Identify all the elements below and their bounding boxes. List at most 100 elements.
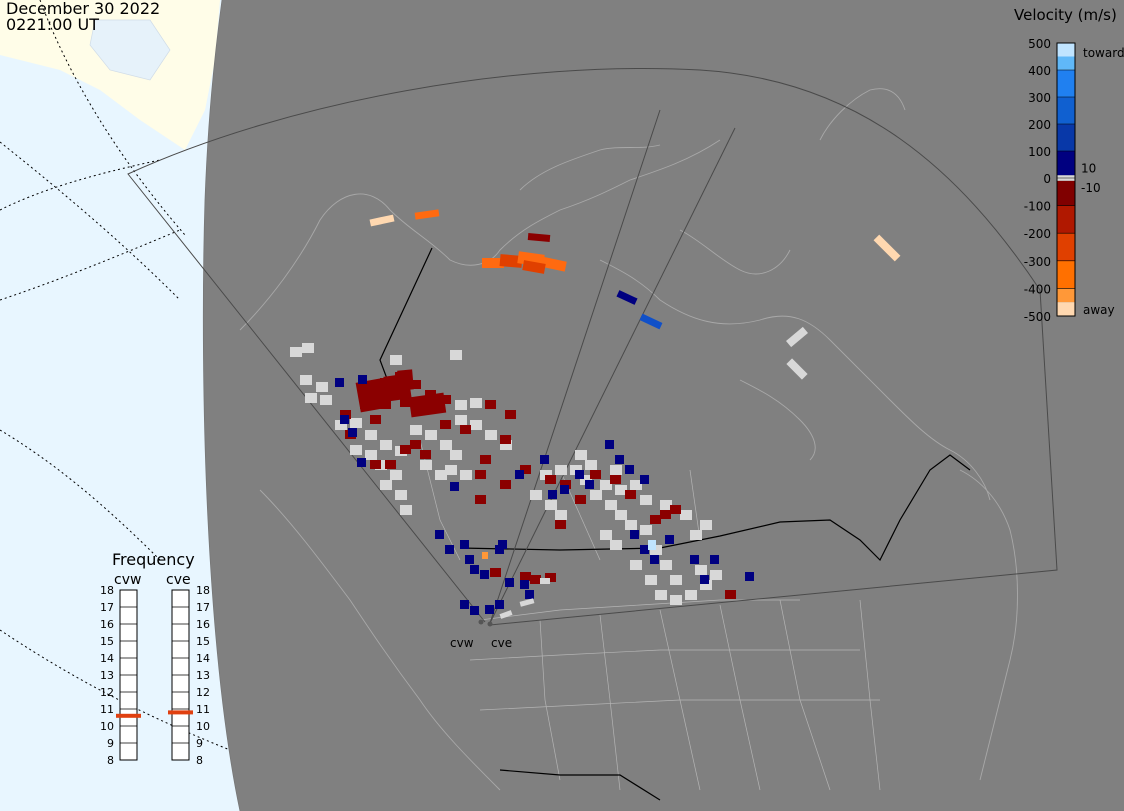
frequency-scale-label: 15 [100,635,114,648]
velocity-cell [498,540,507,549]
frequency-scale-label: 17 [100,601,114,614]
colorbar-toward-label: toward [1083,46,1124,60]
velocity-cell [357,458,366,467]
frequency-title: Frequency [112,550,195,569]
velocity-cell [680,510,692,520]
velocity-cell [435,470,447,480]
velocity-cell [685,590,697,600]
velocity-cell [420,460,432,470]
colorbar-tick-label: 100 [1028,145,1051,159]
frequency-scale-label: 11 [100,703,114,716]
velocity-cell [555,465,567,475]
velocity-cell [470,420,482,430]
radar-site-label-cve: cve [491,636,512,650]
velocity-cell [485,430,497,440]
velocity-cell [660,500,672,510]
velocity-cell [500,440,512,450]
velocity-cell [435,530,444,539]
frequency-scale-label: 12 [196,686,210,699]
velocity-cell [555,520,566,529]
velocity-cell [630,560,642,570]
frequency-panel: cvw cve 8 8 9 9 10 10 11 11 12 12 13 13 14 14 15 15 16 16 17… [100,572,210,767]
velocity-cell [725,590,736,599]
velocity-cell [610,475,621,484]
velocity-cell [482,552,488,559]
velocity-cell [530,490,542,500]
colorbar-toward-segment [1057,43,1075,57]
velocity-cell [369,214,395,227]
velocity-cell [575,495,586,504]
velocity-cell [700,520,712,530]
velocity-cell [745,572,754,581]
velocity-cell [700,575,709,584]
velocity-cell [340,410,351,419]
colorbar-away-segment [1057,233,1075,261]
velocity-cell [290,347,302,357]
velocity-cell [335,420,347,430]
colorbar-tick-label: 200 [1028,118,1051,132]
velocity-cell [519,598,535,607]
frequency-scale-label: 14 [100,652,114,665]
velocity-cell [540,455,549,464]
frequency-scale-label: 11 [196,703,210,716]
velocity-cell [600,480,612,490]
velocity-cell [545,573,556,582]
frequency-scale-label: 10 [100,720,114,733]
velocity-cell [625,490,636,499]
velocity-cell [640,475,649,484]
frequency-scale-label: 14 [196,652,210,665]
velocity-cell [670,575,682,585]
velocity-cell [455,415,467,425]
velocity-cell [316,382,328,392]
velocity-cell [650,555,659,564]
velocity-cell [555,510,567,520]
velocity-cell [640,545,649,554]
velocity-cell [480,455,491,464]
velocity-cells [290,209,901,619]
velocity-cell [370,460,381,469]
velocity-cell [400,445,411,454]
frequency-radar-name: cve [166,572,191,588]
velocity-cell [639,313,663,330]
velocity-cell [700,580,712,590]
frequency-scale-label: 9 [107,737,114,750]
colorbar-toward-segment [1057,56,1075,70]
velocity-cell [690,530,702,540]
colorbar-tick-label: -500 [1024,310,1051,324]
velocity-cell [400,398,411,407]
velocity-cell [648,540,656,550]
velocity-cell [450,450,462,460]
velocity-colorbar: 500 400 300 200 100 0 -100 -200 -300 -400 -500 10 -1… [1024,37,1124,324]
velocity-cell [450,482,459,491]
velocity-cell [710,555,719,564]
velocity-cell [640,525,652,535]
colorbar-tick-label: -400 [1024,282,1051,296]
velocity-cell [425,430,437,440]
velocity-cell [305,393,317,403]
frequency-marker-cve [168,710,193,715]
velocity-cell [440,420,451,429]
velocity-cell [397,369,414,391]
velocity-cell [350,445,362,455]
radar-site-cve [487,621,493,627]
colorbar-away-segment [1057,205,1075,234]
velocity-cell [786,326,808,348]
velocity-cell [460,470,472,480]
velocity-cell [585,460,597,470]
radar-site-label-cvw: cvw [450,636,474,650]
velocity-cell [640,495,652,505]
colorbar-away-segment [1057,260,1075,289]
radar-fov [127,68,1058,626]
velocity-cell [395,490,407,500]
velocity-cell [625,465,634,474]
coastlines [239,88,1018,791]
velocity-cell [605,440,614,449]
velocity-cell [545,475,556,484]
frequency-scale-label: 8 [107,754,114,767]
velocity-cell [616,290,638,305]
velocity-cell [410,425,422,435]
velocity-cell [530,575,541,584]
velocity-cell [465,555,474,564]
velocity-cell [786,358,808,380]
